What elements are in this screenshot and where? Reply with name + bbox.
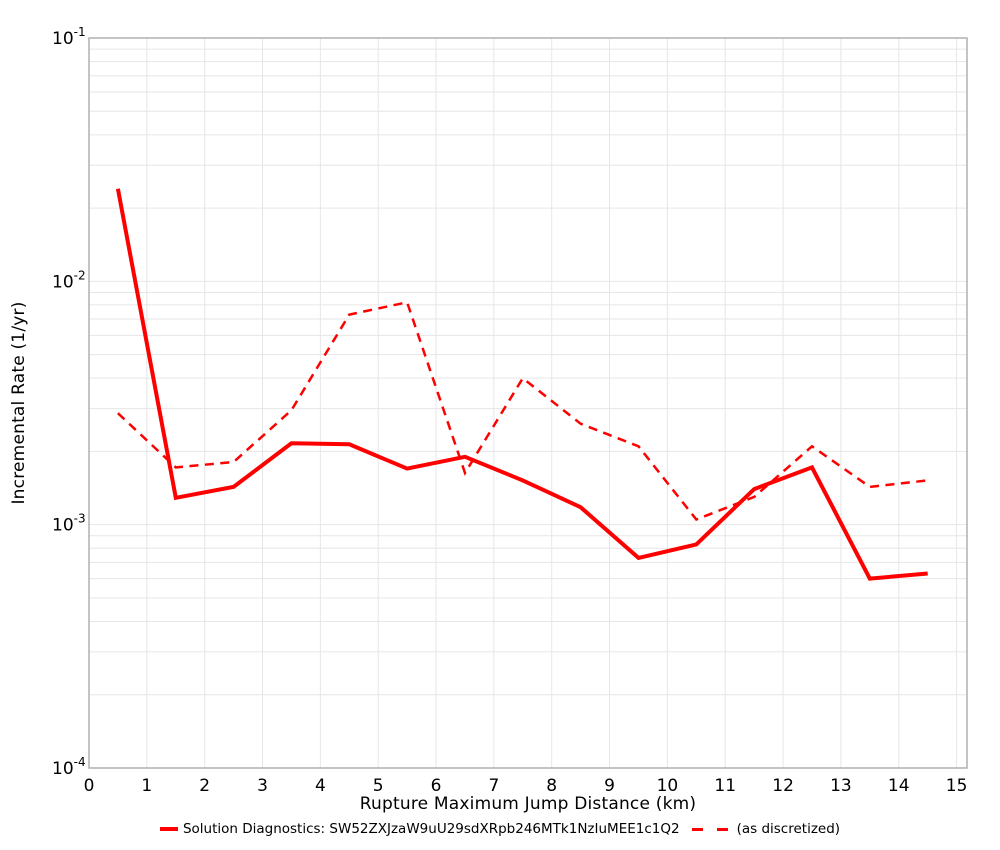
x-tick-label: 2 <box>199 776 210 796</box>
legend-label-discretized: (as discretized) <box>736 821 841 837</box>
y-tick-label: 10-4 <box>52 755 86 779</box>
dashed-line-swatch <box>691 827 731 831</box>
x-tick-label: 13 <box>830 776 852 796</box>
x-tick-label: 8 <box>546 776 557 796</box>
y-tick-label: 10-2 <box>52 268 86 292</box>
legend-item-discretized: (as discretized) <box>691 821 841 837</box>
y-tick-label: 10-3 <box>52 512 86 536</box>
x-tick-label: 9 <box>604 776 615 796</box>
series-line-solid <box>115 188 928 581</box>
x-tick-label: 14 <box>888 776 910 796</box>
legend-item-solution: Solution Diagnostics: SW52ZXJzaW9uU29sdX… <box>159 821 680 837</box>
legend: Solution Diagnostics: SW52ZXJzaW9uU29sdX… <box>0 821 1000 837</box>
x-tick-label: 1 <box>141 776 152 796</box>
plot-frame <box>88 37 968 769</box>
y-axis-title: Incremental Rate (1/yr) <box>9 301 29 505</box>
x-tick-label: 6 <box>431 776 442 796</box>
x-tick-label: 0 <box>84 776 95 796</box>
solid-line-swatch <box>159 827 178 831</box>
x-tick-label: 4 <box>315 776 326 796</box>
x-tick-label: 7 <box>488 776 499 796</box>
y-tick-label: 10-1 <box>52 25 86 49</box>
x-tick-label: 15 <box>946 776 968 796</box>
x-tick-label: 10 <box>657 776 679 796</box>
x-tick-label: 5 <box>373 776 384 796</box>
series-line-dashed <box>117 300 928 522</box>
x-tick-label: 11 <box>714 776 736 796</box>
x-tick-label: 12 <box>772 776 794 796</box>
x-tick-label: 3 <box>257 776 268 796</box>
x-axis-title: Rupture Maximum Jump Distance (km) <box>359 794 697 814</box>
legend-label-solution: Solution Diagnostics: SW52ZXJzaW9uU29sdX… <box>182 821 680 837</box>
